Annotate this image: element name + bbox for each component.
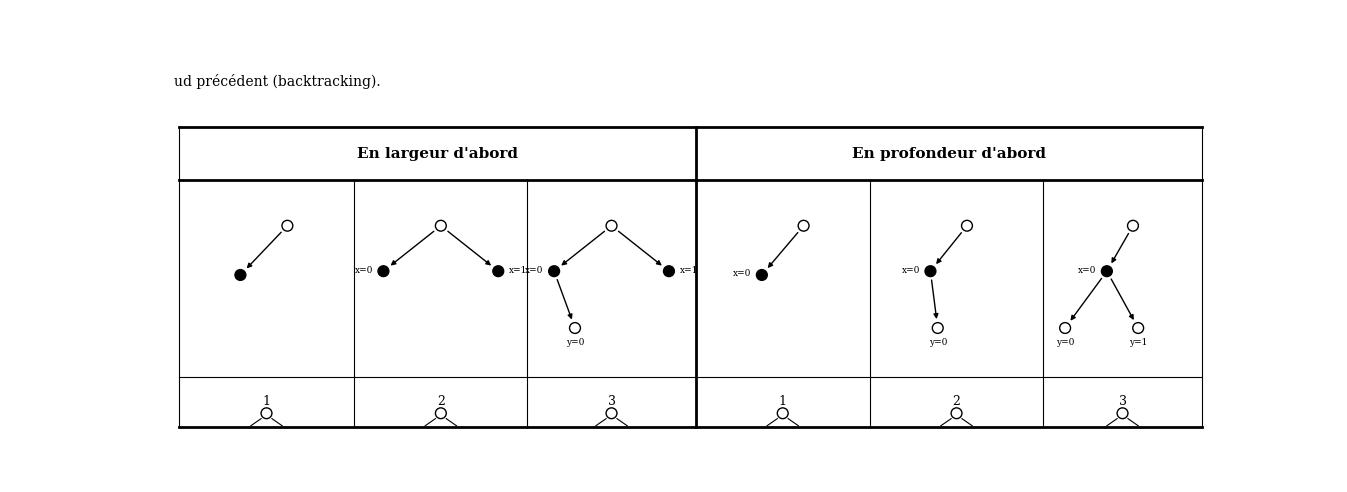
Ellipse shape (234, 270, 247, 280)
Ellipse shape (493, 266, 504, 277)
Text: En largeur d'abord: En largeur d'abord (357, 147, 517, 161)
Ellipse shape (261, 408, 272, 419)
Text: 1: 1 (779, 396, 787, 408)
Text: x=0: x=0 (1078, 266, 1096, 275)
Text: x=0: x=0 (733, 269, 752, 278)
Text: 3: 3 (1118, 396, 1126, 408)
Text: x=0: x=0 (901, 266, 920, 275)
Ellipse shape (1060, 323, 1071, 334)
Ellipse shape (925, 266, 936, 277)
Ellipse shape (799, 220, 810, 231)
Text: 2: 2 (436, 396, 445, 408)
Text: x=0: x=0 (354, 266, 373, 275)
Text: y=0: y=0 (566, 338, 585, 347)
Ellipse shape (757, 270, 768, 280)
Text: x=1: x=1 (509, 266, 527, 275)
Ellipse shape (932, 323, 943, 334)
Ellipse shape (570, 323, 581, 334)
Ellipse shape (1102, 266, 1113, 277)
Ellipse shape (962, 220, 973, 231)
Ellipse shape (1133, 323, 1144, 334)
Text: En profondeur d'abord: En profondeur d'abord (851, 147, 1045, 161)
Text: 1: 1 (263, 396, 271, 408)
Ellipse shape (664, 266, 675, 277)
Text: x=0: x=0 (525, 266, 543, 275)
Text: y=0: y=0 (928, 338, 947, 347)
Text: 2: 2 (952, 396, 960, 408)
Text: y=1: y=1 (1129, 338, 1148, 347)
Ellipse shape (606, 220, 617, 231)
Text: y=0: y=0 (1056, 338, 1075, 347)
Ellipse shape (282, 220, 292, 231)
Ellipse shape (379, 266, 389, 277)
Text: ud précédent (backtracking).: ud précédent (backtracking). (174, 74, 380, 89)
Ellipse shape (1127, 220, 1138, 231)
Ellipse shape (1117, 408, 1127, 419)
Ellipse shape (435, 220, 446, 231)
Text: 3: 3 (607, 396, 616, 408)
Ellipse shape (606, 408, 617, 419)
Ellipse shape (777, 408, 788, 419)
Text: x=1: x=1 (680, 266, 698, 275)
Ellipse shape (548, 266, 559, 277)
Ellipse shape (951, 408, 962, 419)
Ellipse shape (435, 408, 446, 419)
